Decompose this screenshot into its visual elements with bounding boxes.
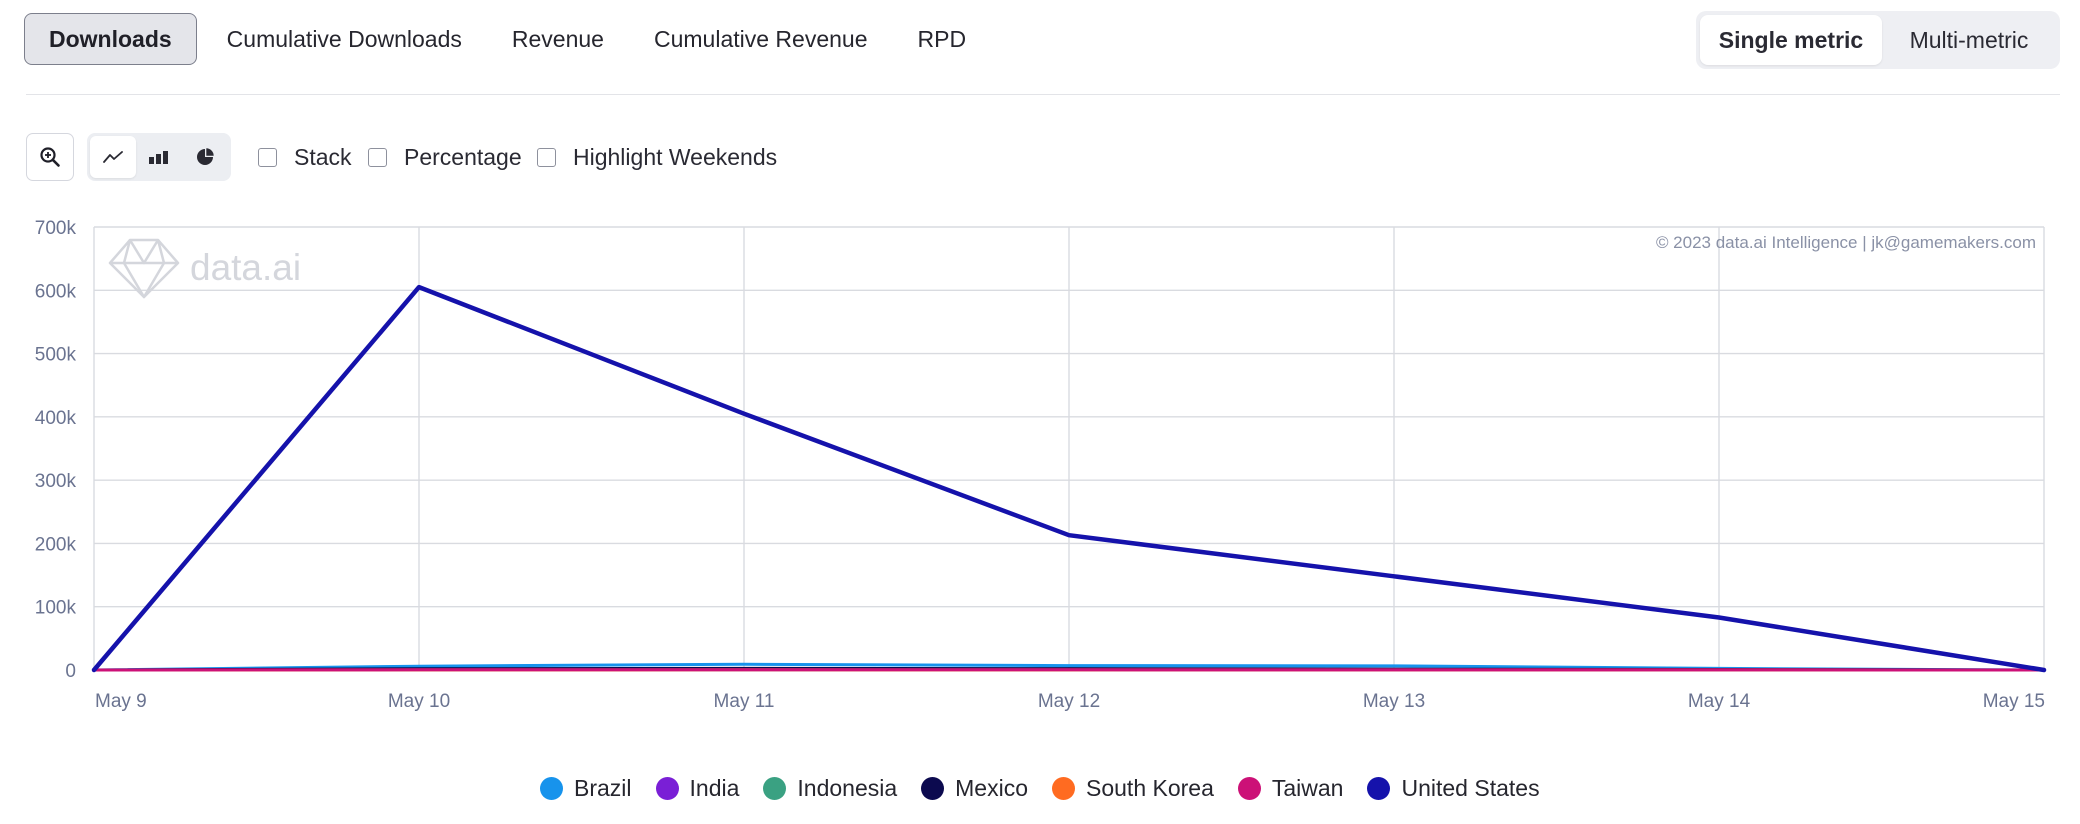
legend-item-south-korea[interactable]: South Korea bbox=[1052, 775, 1214, 802]
chart-type-selector bbox=[87, 133, 231, 181]
stack-checkbox[interactable] bbox=[258, 147, 277, 167]
legend-label: Mexico bbox=[955, 774, 1028, 801]
legend-marker bbox=[1367, 776, 1391, 800]
percentage-option[interactable]: Percentage bbox=[368, 142, 522, 172]
bar-chart-icon bbox=[149, 151, 168, 164]
y-tick-label: 600k bbox=[35, 281, 77, 302]
legend-marker bbox=[763, 776, 787, 800]
legend-label: South Korea bbox=[1086, 774, 1214, 801]
bar-chart-button[interactable] bbox=[136, 136, 182, 178]
stack-label: Stack bbox=[294, 143, 352, 170]
y-tick-label: 700k bbox=[35, 218, 77, 239]
legend-marker bbox=[655, 776, 679, 800]
legend-item-mexico[interactable]: Mexico bbox=[921, 775, 1028, 802]
legend-item-brazil[interactable]: Brazil bbox=[540, 775, 632, 802]
x-tick-label: May 11 bbox=[714, 691, 775, 712]
diamond-logo-icon bbox=[108, 238, 180, 299]
percentage-label: Percentage bbox=[404, 143, 522, 170]
x-tick-label: May 10 bbox=[388, 691, 450, 712]
legend-marker bbox=[1052, 776, 1075, 800]
legend-marker bbox=[540, 776, 563, 800]
x-tick-label: May 12 bbox=[1038, 691, 1100, 712]
y-tick-label: 500k bbox=[35, 345, 77, 366]
legend-item-united-states[interactable]: United States bbox=[1367, 774, 1540, 802]
y-tick-label: 300k bbox=[35, 471, 77, 492]
legend-marker bbox=[1237, 776, 1261, 800]
zoom-in-icon bbox=[40, 147, 60, 167]
legend-label: Indonesia bbox=[797, 774, 898, 801]
y-axis: 0 100k 200k 300k 400k 500k 600k 700k bbox=[35, 218, 77, 682]
pie-chart-button[interactable] bbox=[182, 136, 228, 178]
chart-legend: Brazil India Indonesia Mexico South Korea Tai… bbox=[540, 772, 1564, 804]
y-tick-label: 200k bbox=[35, 534, 77, 555]
tab-rpd[interactable]: RPD bbox=[917, 25, 967, 52]
chart-grid bbox=[93, 226, 2045, 671]
legend-item-taiwan[interactable]: Taiwan bbox=[1237, 774, 1344, 802]
legend-label: India bbox=[689, 774, 740, 801]
highlight-weekends-checkbox[interactable] bbox=[537, 147, 556, 167]
single-metric-button[interactable]: Single metric bbox=[1700, 15, 1882, 65]
line-chart-button[interactable] bbox=[90, 136, 136, 178]
zoom-button[interactable] bbox=[26, 133, 74, 181]
watermark: data.ai bbox=[108, 238, 301, 299]
y-tick-label: 400k bbox=[35, 408, 77, 429]
metric-tabs: Downloads Cumulative Downloads Revenue C… bbox=[24, 13, 990, 65]
percentage-checkbox[interactable] bbox=[368, 147, 387, 167]
stack-option[interactable]: Stack bbox=[258, 142, 352, 172]
legend-label: Brazil bbox=[574, 774, 632, 801]
tab-revenue[interactable]: Revenue bbox=[511, 25, 604, 52]
x-tick-label: May 9 bbox=[95, 691, 147, 712]
series-lines bbox=[91, 284, 2047, 673]
y-tick-label: 100k bbox=[35, 598, 77, 619]
highlight-weekends-option[interactable]: Highlight Weekends bbox=[537, 142, 777, 172]
x-tick-label: May 14 bbox=[1688, 691, 1751, 712]
tab-downloads[interactable]: Downloads bbox=[24, 13, 197, 65]
metric-mode-toggle: Single metric Multi-metric bbox=[1696, 11, 2060, 69]
line-chart-icon bbox=[103, 151, 123, 163]
x-axis: May 9 May 10 May 11 May 12 May 13 May 14 May 1… bbox=[95, 691, 2045, 712]
header-divider bbox=[26, 94, 2060, 95]
tab-cumulative-revenue[interactable]: Cumulative Revenue bbox=[653, 25, 868, 52]
watermark-text: data.ai bbox=[190, 247, 301, 288]
legend-item-indonesia[interactable]: Indonesia bbox=[763, 775, 897, 802]
multi-metric-button[interactable]: Multi-metric bbox=[1909, 26, 2029, 53]
downloads-line-chart: data.ai © 2023 data.ai Intelligence | jk… bbox=[35, 218, 2047, 712]
pie-chart-icon bbox=[197, 148, 214, 165]
y-tick-label: 0 bbox=[65, 661, 76, 682]
tab-cumulative-downloads[interactable]: Cumulative Downloads bbox=[226, 25, 462, 52]
legend-label: United States bbox=[1401, 774, 1540, 801]
legend-marker bbox=[921, 776, 945, 800]
x-tick-label: May 15 bbox=[1983, 691, 2045, 712]
legend-label: Taiwan bbox=[1271, 774, 1344, 801]
x-tick-label: May 13 bbox=[1363, 691, 1425, 712]
copyright-text: © 2023 data.ai Intelligence | jk@gamemak… bbox=[1656, 233, 2036, 252]
legend-item-india[interactable]: India bbox=[655, 774, 740, 802]
highlight-weekends-label: Highlight Weekends bbox=[573, 143, 778, 170]
